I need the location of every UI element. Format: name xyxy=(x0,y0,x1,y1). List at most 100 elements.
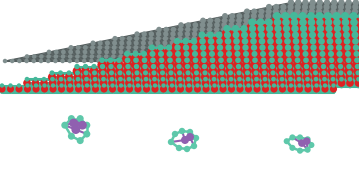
Circle shape xyxy=(273,9,279,15)
Circle shape xyxy=(298,29,309,41)
Circle shape xyxy=(192,22,198,28)
Circle shape xyxy=(91,72,97,77)
Circle shape xyxy=(199,60,209,70)
Circle shape xyxy=(142,66,147,72)
Circle shape xyxy=(297,90,302,94)
Circle shape xyxy=(173,54,183,64)
Circle shape xyxy=(314,27,320,32)
Circle shape xyxy=(270,54,274,59)
Circle shape xyxy=(218,51,224,57)
Circle shape xyxy=(330,9,336,15)
Circle shape xyxy=(225,38,231,45)
Circle shape xyxy=(250,31,257,39)
Circle shape xyxy=(297,23,309,35)
Circle shape xyxy=(338,72,343,77)
Circle shape xyxy=(344,44,351,51)
Circle shape xyxy=(186,84,191,88)
Circle shape xyxy=(253,78,258,83)
Circle shape xyxy=(258,18,264,23)
Circle shape xyxy=(116,66,122,72)
Circle shape xyxy=(300,25,307,32)
Circle shape xyxy=(103,59,108,63)
Circle shape xyxy=(350,19,358,26)
Circle shape xyxy=(351,22,356,28)
Circle shape xyxy=(255,54,260,59)
Circle shape xyxy=(127,77,131,81)
Circle shape xyxy=(246,90,251,94)
Circle shape xyxy=(157,60,166,70)
Circle shape xyxy=(253,79,260,87)
Circle shape xyxy=(240,48,251,58)
Circle shape xyxy=(183,50,188,54)
Circle shape xyxy=(33,84,38,88)
Circle shape xyxy=(148,54,157,64)
Circle shape xyxy=(272,18,278,23)
Circle shape xyxy=(250,22,256,28)
Circle shape xyxy=(177,85,184,93)
Circle shape xyxy=(51,90,55,94)
Circle shape xyxy=(278,36,283,41)
Circle shape xyxy=(317,31,325,39)
Circle shape xyxy=(83,72,88,77)
Circle shape xyxy=(325,42,335,52)
Circle shape xyxy=(213,35,225,47)
Circle shape xyxy=(250,27,255,32)
Circle shape xyxy=(259,44,266,51)
Circle shape xyxy=(166,44,172,51)
Circle shape xyxy=(308,25,316,32)
Circle shape xyxy=(176,145,182,151)
Circle shape xyxy=(265,19,273,26)
Circle shape xyxy=(261,79,269,87)
Circle shape xyxy=(90,40,95,46)
Circle shape xyxy=(47,50,51,54)
Circle shape xyxy=(316,19,324,26)
Circle shape xyxy=(237,13,242,19)
Circle shape xyxy=(352,9,358,15)
Circle shape xyxy=(262,85,269,93)
Circle shape xyxy=(258,13,264,19)
Circle shape xyxy=(182,60,192,70)
Circle shape xyxy=(105,40,110,46)
Circle shape xyxy=(344,38,350,45)
Circle shape xyxy=(134,64,139,69)
Circle shape xyxy=(54,50,59,54)
Circle shape xyxy=(349,45,354,50)
Circle shape xyxy=(152,84,157,88)
Circle shape xyxy=(354,51,359,57)
Circle shape xyxy=(168,139,174,145)
Circle shape xyxy=(280,9,286,15)
Circle shape xyxy=(225,54,232,60)
Circle shape xyxy=(117,78,122,83)
Circle shape xyxy=(224,31,231,39)
Circle shape xyxy=(194,78,199,83)
Circle shape xyxy=(331,4,337,10)
Circle shape xyxy=(216,38,223,45)
Circle shape xyxy=(251,44,257,51)
Circle shape xyxy=(312,64,318,69)
Circle shape xyxy=(311,51,317,57)
Circle shape xyxy=(341,35,352,47)
Circle shape xyxy=(285,51,292,57)
Circle shape xyxy=(274,48,285,58)
Circle shape xyxy=(228,27,234,32)
Circle shape xyxy=(258,42,265,49)
Circle shape xyxy=(161,59,165,63)
Circle shape xyxy=(318,48,325,55)
Circle shape xyxy=(268,67,277,75)
Circle shape xyxy=(336,27,342,32)
Circle shape xyxy=(97,50,102,54)
Circle shape xyxy=(299,19,307,26)
Circle shape xyxy=(224,42,231,49)
Circle shape xyxy=(147,59,151,63)
Circle shape xyxy=(207,31,214,39)
Circle shape xyxy=(206,31,212,37)
Circle shape xyxy=(149,31,154,37)
Circle shape xyxy=(316,4,322,10)
Circle shape xyxy=(233,54,242,64)
Circle shape xyxy=(213,45,218,50)
Circle shape xyxy=(221,27,227,32)
Circle shape xyxy=(279,16,292,29)
Circle shape xyxy=(286,27,292,32)
Circle shape xyxy=(178,90,183,94)
Circle shape xyxy=(306,83,310,88)
